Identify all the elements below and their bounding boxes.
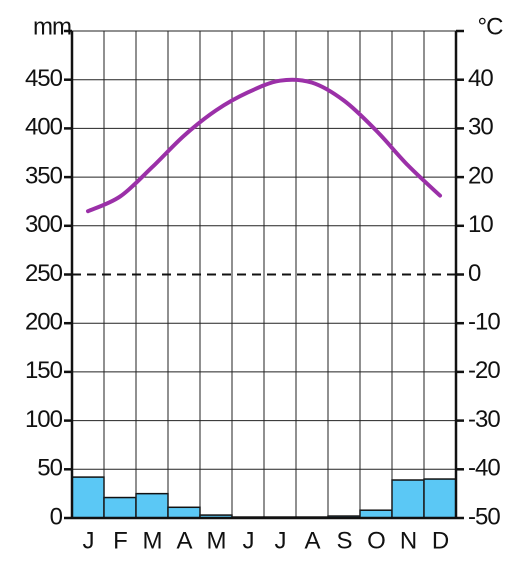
y-tick-label: 300 bbox=[25, 211, 63, 238]
bar bbox=[391, 479, 425, 519]
x-tick-label: O bbox=[367, 527, 385, 554]
y-axis-label: mm bbox=[33, 13, 71, 40]
y2-tick-label: -10 bbox=[468, 309, 500, 336]
bar bbox=[103, 496, 137, 519]
x-tick-label: J bbox=[275, 527, 286, 554]
x-tick-label: A bbox=[176, 527, 192, 554]
bar bbox=[167, 506, 201, 519]
x-tick-label: N bbox=[400, 527, 416, 554]
x-tick-label: M bbox=[143, 527, 162, 554]
y2-tick-label: 30 bbox=[468, 114, 493, 141]
y-tick-label: 0 bbox=[50, 503, 63, 530]
x-tick-label: M bbox=[207, 527, 226, 554]
y-tick-label: 150 bbox=[25, 357, 63, 384]
bar bbox=[135, 492, 169, 519]
y2-tick-label: -50 bbox=[468, 503, 500, 530]
y-tick-label: 450 bbox=[25, 65, 63, 92]
x-tick-label: J bbox=[83, 527, 94, 554]
y-tick-label: 350 bbox=[25, 162, 63, 189]
y-tick-label: 50 bbox=[37, 455, 62, 482]
y2-tick-label: 20 bbox=[468, 162, 493, 189]
y2-tick-label: -20 bbox=[468, 357, 500, 384]
y2-tick-label: -40 bbox=[468, 455, 500, 482]
bar bbox=[71, 476, 105, 519]
y2-tick-label: -30 bbox=[468, 406, 500, 433]
x-tick-label: A bbox=[304, 527, 320, 554]
y-tick-label: 400 bbox=[25, 114, 63, 141]
y2-axis-label: °C bbox=[478, 13, 504, 40]
x-tick-label: D bbox=[432, 527, 449, 554]
y-tick-label: 100 bbox=[25, 406, 63, 433]
temperature-line bbox=[86, 77, 442, 214]
y-tick-label: 250 bbox=[25, 260, 63, 287]
x-tick-label: F bbox=[113, 527, 127, 554]
bar bbox=[423, 478, 457, 519]
y2-tick-label: 40 bbox=[468, 65, 493, 92]
x-tick-label: J bbox=[243, 527, 254, 554]
y2-tick-label: 0 bbox=[468, 260, 481, 287]
y-tick-label: 200 bbox=[25, 309, 63, 336]
x-tick-label: S bbox=[336, 527, 351, 554]
y2-tick-label: 10 bbox=[468, 211, 493, 238]
